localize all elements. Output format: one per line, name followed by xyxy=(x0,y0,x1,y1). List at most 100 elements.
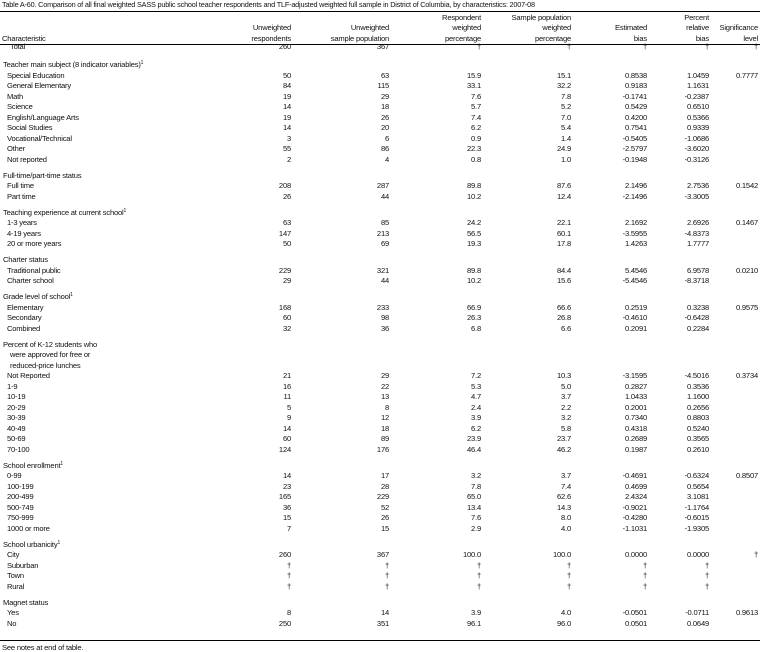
table-cell: -4.8373 xyxy=(684,228,710,238)
table-row: 500-749 36 52 13.4 14.3 -0.9021 -1.1764 xyxy=(0,503,760,514)
table-cell: 24.9 xyxy=(557,144,571,153)
table-cell: 0.0000 xyxy=(624,550,647,559)
row-label-text: 40-49 xyxy=(7,423,26,433)
table-cell: 2.1496 xyxy=(624,181,647,190)
table-cell: 7.6 xyxy=(471,91,481,101)
table-cell: -0.4691 xyxy=(622,471,648,480)
row-label: School urbanicity1 xyxy=(3,540,60,551)
row-label-text: Full time xyxy=(7,181,34,190)
table-row: English/Language Arts 19 26 7.4 7.0 0.4200 0.5… xyxy=(0,113,760,124)
footnote-marker: 1 xyxy=(123,207,127,214)
row-label-text: School enrollment xyxy=(3,460,61,470)
table-cell: 8 xyxy=(286,608,291,617)
table-cell: 26.3 xyxy=(467,313,481,322)
table-cell: 23 xyxy=(282,481,291,491)
table-cell: 2.4324 xyxy=(624,492,647,501)
table-cell: 10.3 xyxy=(557,371,571,380)
table-cell: 10.2 xyxy=(467,191,481,201)
table-cell: 11 xyxy=(283,392,292,401)
table-cell: 7.4 xyxy=(471,112,481,122)
row-label: Teaching experience at current school1 xyxy=(3,208,126,219)
column-header-line: weighted xyxy=(542,23,571,32)
row-label: Not reported xyxy=(7,155,47,166)
table-cell: 7.6 xyxy=(471,513,481,522)
table-cell: 0.3565 xyxy=(686,434,709,443)
table-cell: 6.2 xyxy=(471,123,481,132)
row-label: Magnet status xyxy=(3,598,48,609)
table-cell: 0.7340 xyxy=(624,413,647,422)
table-cell: † xyxy=(642,571,647,580)
table-cell: 3.9 xyxy=(471,413,481,422)
table-cell: 17 xyxy=(380,471,389,480)
row-label: reduced-price lunches xyxy=(10,361,81,372)
row-label: Total xyxy=(10,42,25,53)
row-label-text: reduced-price lunches xyxy=(10,360,81,370)
row-label: Charter status xyxy=(3,255,48,266)
table-cell: 13.4 xyxy=(467,502,481,512)
table-row: Science 14 18 5.7 5.2 0.5429 0.6510 xyxy=(0,102,760,113)
row-label: 30-39 xyxy=(7,413,26,424)
footnote-marker: 1 xyxy=(60,460,63,467)
table-cell: 50 xyxy=(282,239,291,248)
table-cell: 2.2 xyxy=(561,402,571,412)
row-label: No xyxy=(7,619,17,630)
column-header-line: Characteristic xyxy=(2,33,46,43)
table-cell: 26 xyxy=(380,112,389,122)
table-cell: 46.2 xyxy=(557,444,571,454)
row-label-text: Percent of K-12 students who xyxy=(3,339,98,349)
table-cell: -8.3718 xyxy=(684,276,710,285)
table-cell: 7 xyxy=(286,523,291,533)
table-cell: † xyxy=(642,560,647,570)
table-cell: 176 xyxy=(376,444,389,454)
table-cell: 6.8 xyxy=(471,323,481,333)
table-cell: -0.6324 xyxy=(684,471,710,480)
table-cell: 1.0433 xyxy=(624,392,647,401)
table-cell: 0.5429 xyxy=(624,102,647,111)
column-header: Characteristic xyxy=(2,34,46,45)
table-cell: † xyxy=(753,42,758,51)
table-cell: 367 xyxy=(376,42,389,51)
table-cell: -0.0711 xyxy=(685,608,709,617)
row-label-text: City xyxy=(7,550,20,559)
table-row: Other 55 86 22.3 24.9 -2.5797 -3.6020 xyxy=(0,144,760,155)
row-label: 1-9 xyxy=(7,382,18,393)
table-cell: 5.0 xyxy=(561,381,571,391)
table-cell: 50 xyxy=(282,70,291,80)
table-cell: 17.8 xyxy=(557,239,571,248)
table-cell: 5.3 xyxy=(471,381,481,391)
table-cell: 0.7541 xyxy=(624,123,647,132)
table-cell: 19 xyxy=(282,91,291,101)
row-label-text: Science xyxy=(7,102,33,111)
table-cell: † xyxy=(286,571,291,580)
table-cell: -0.6428 xyxy=(684,313,710,322)
row-label-text: Secondary xyxy=(7,313,42,322)
column-header-line: respondents xyxy=(251,33,291,43)
table-cell: 7.0 xyxy=(561,112,571,122)
table-cell: -0.4280 xyxy=(622,513,648,522)
table-cell: 69 xyxy=(380,239,389,248)
table-cell: 26.8 xyxy=(557,313,571,322)
column-header-line: level xyxy=(743,33,758,43)
table-cell: 1.0459 xyxy=(686,70,709,80)
table-cell: -0.6015 xyxy=(684,513,710,522)
table-cell: 0.5366 xyxy=(686,112,709,122)
table-cell: 2 xyxy=(286,154,291,164)
row-label: Charter school xyxy=(7,276,54,287)
table-cell: 2.4 xyxy=(471,402,481,412)
table-cell: 0.2091 xyxy=(624,323,647,333)
table-cell: 33.1 xyxy=(467,81,481,90)
table-cell: 84.4 xyxy=(557,265,571,275)
table-cell: 7.8 xyxy=(561,91,571,101)
table-cell: 0.0649 xyxy=(686,618,709,628)
row-label: Vocational/Technical xyxy=(7,134,72,145)
table-cell: 0.2284 xyxy=(686,323,709,333)
row-label-text: Elementary xyxy=(7,302,44,312)
table-cell: 18 xyxy=(380,423,389,433)
row-label: 40-49 xyxy=(7,423,26,435)
row-label-text: Not Reported xyxy=(7,371,50,380)
table-cell: 3.7 xyxy=(561,471,571,480)
table-cell: 0.8507 xyxy=(735,471,758,480)
column-header-line: Respondent xyxy=(442,12,481,22)
row-label: Not Reported xyxy=(7,371,50,382)
table-cell: 3 xyxy=(286,133,291,143)
